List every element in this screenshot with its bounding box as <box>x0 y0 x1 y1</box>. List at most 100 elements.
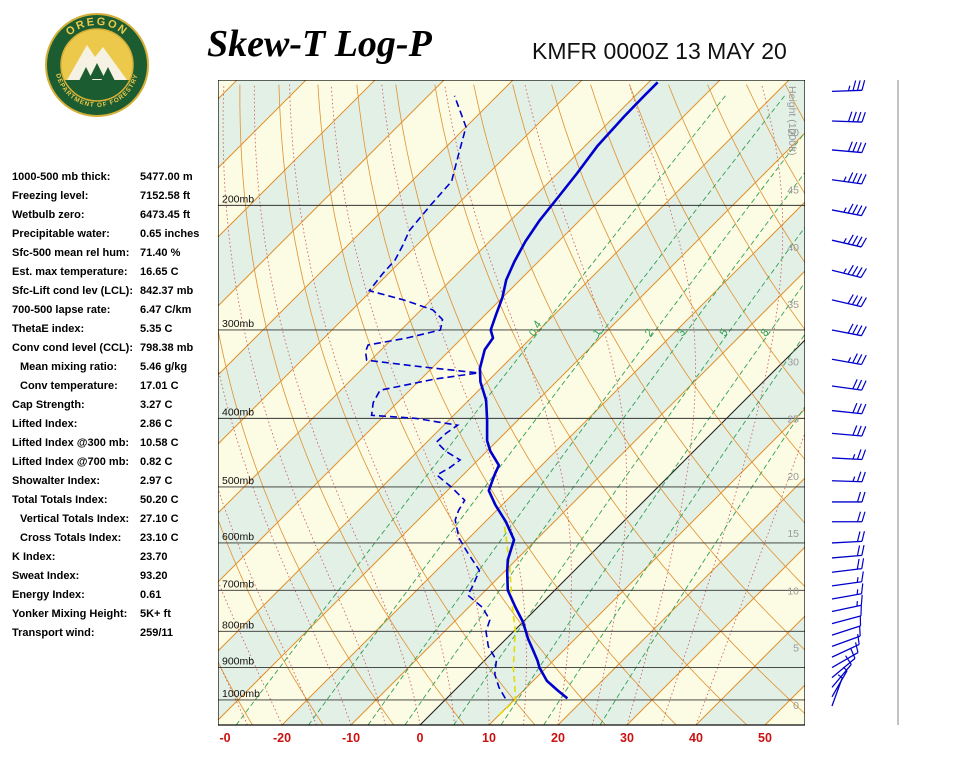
wind-barb <box>831 544 865 559</box>
wind-barb <box>831 655 852 688</box>
index-row: Cross Totals Index: 23.10 C <box>12 528 214 547</box>
wind-barb <box>831 379 867 391</box>
index-label: 1000-500 mb thick: <box>12 170 111 183</box>
index-row: Total Totals Index: 50.20 C <box>12 490 214 509</box>
wind-barb <box>831 172 867 185</box>
index-label: Mean mixing ratio: <box>20 360 118 373</box>
height-tick-label: 20 <box>787 471 799 483</box>
odf-logo: OREGON DEPARTMENT OF FORESTRY <box>45 13 149 117</box>
wind-barb <box>831 402 867 415</box>
index-row: Conv temperature: 17.01 C <box>12 376 214 395</box>
index-label: Yonker Mixing Height: <box>12 607 128 620</box>
index-label: Sfc-500 mean rel hum: <box>12 246 130 259</box>
wind-barb <box>831 674 843 707</box>
temp-axis-label: -0 <box>219 731 230 745</box>
height-tick-label: 30 <box>787 356 799 368</box>
pressure-label: 800mb <box>222 619 254 631</box>
wind-barb <box>831 353 867 366</box>
index-label: Showalter Index: <box>12 474 101 487</box>
indices-panel: 1000-500 mb thick: 5477.00 m Freezing leve… <box>12 167 214 642</box>
mixing-ratio-label: 2 <box>642 327 656 339</box>
index-value: 5.46 g/kg <box>140 360 188 373</box>
index-row: Sweat Index: 93.20 <box>12 566 214 585</box>
pressure-label: 200mb <box>222 193 254 205</box>
temp-axis-label: 40 <box>689 731 703 745</box>
temp-axis-label: 50 <box>758 731 772 745</box>
pressure-label: 600mb <box>222 531 254 543</box>
height-axis-title: Height (1000ft) <box>786 86 798 155</box>
index-row: Sfc-500 mean rel hum: 71.40 % <box>12 243 214 262</box>
index-value: 842.37 mb <box>140 284 194 297</box>
wind-barb <box>831 625 861 647</box>
wind-barb <box>832 491 866 503</box>
index-label: Lifted Index: <box>12 417 78 430</box>
pressure-label: 900mb <box>222 656 254 668</box>
wind-barb <box>831 471 866 483</box>
index-value: 93.20 <box>140 569 168 582</box>
index-value: 10.58 C <box>140 436 179 449</box>
index-value: 2.86 C <box>140 417 173 430</box>
temp-axis-label: 10 <box>482 731 496 745</box>
skewt-chart: 0.4 1 2 3 5 8200mb300mb400mb500mb600mb700mb80… <box>218 80 805 745</box>
wind-barb-column <box>831 80 899 725</box>
temperature-trace <box>478 81 659 700</box>
index-value: 0.82 C <box>140 455 173 468</box>
chart-border <box>218 80 805 726</box>
temp-axis-label: 0 <box>417 731 424 745</box>
index-value: 50.20 C <box>140 493 179 506</box>
pressure-label: 500mb <box>222 475 254 487</box>
mountain-graphic <box>67 45 127 80</box>
index-label: 700-500 lapse rate: <box>12 303 111 316</box>
index-value: 23.10 C <box>140 531 179 544</box>
temp-axis-label: -10 <box>342 731 360 745</box>
index-value: 6473.45 ft <box>140 208 191 221</box>
logo-ring-border <box>45 13 149 117</box>
index-value: 798.38 mb <box>140 341 194 354</box>
wind-barb <box>832 511 866 523</box>
index-label: Conv cond level (CCL): <box>12 341 134 354</box>
wind-barb <box>831 425 867 437</box>
temp-axis-label: 20 <box>551 731 565 745</box>
index-value: 6.47 C/km <box>140 303 192 316</box>
wind-barb <box>831 571 864 587</box>
wind-barb <box>831 531 866 544</box>
wind-barb <box>831 449 867 461</box>
index-label: Sweat Index: <box>12 569 80 582</box>
index-label: K Index: <box>12 550 56 563</box>
index-label: Sfc-Lift cond lev (LCL): <box>12 284 133 297</box>
index-row: Precipitable water: 0.65 inches <box>12 224 214 243</box>
temp-axis-label: -20 <box>273 731 291 745</box>
index-label: Cross Totals Index: <box>20 531 122 544</box>
index-row: Mean mixing ratio: 5.46 g/kg <box>12 357 214 376</box>
height-tick-label: 25 <box>787 414 799 426</box>
wind-barb <box>831 583 864 600</box>
index-row: Transport wind: 259/11 <box>12 623 214 642</box>
index-row: Vertical Totals Index: 27.10 C <box>12 509 214 528</box>
index-value: 5K+ ft <box>140 607 171 620</box>
index-row: Showalter Index: 2.97 C <box>12 471 214 490</box>
wind-barb <box>831 141 867 154</box>
wind-barb <box>831 294 867 308</box>
index-value: 27.10 C <box>140 512 179 525</box>
index-label: Lifted Index @300 mb: <box>12 436 130 449</box>
tree-icon <box>89 63 105 79</box>
index-row: K Index: 23.70 <box>12 547 214 566</box>
dewpoint-trace <box>364 95 506 699</box>
index-value: 259/11 <box>140 626 174 639</box>
index-label: Vertical Totals Index: <box>20 512 130 525</box>
page-title: Skew-T Log-P <box>207 23 432 65</box>
tree-icon <box>79 67 93 81</box>
index-row: Wetbulb zero: 6473.45 ft <box>12 205 214 224</box>
index-row: Lifted Index: 2.86 C <box>12 414 214 433</box>
index-value: 23.70 <box>140 550 168 563</box>
index-row: Energy Index: 0.61 <box>12 585 214 604</box>
index-label: Total Totals Index: <box>12 493 108 506</box>
index-value: 71.40 % <box>140 246 181 259</box>
height-tick-label: 0 <box>793 700 799 712</box>
station-datetime: KMFR 0000Z 13 MAY 20 <box>532 38 787 64</box>
index-label: ThetaE index: <box>12 322 85 335</box>
index-row: Est. max temperature: 16.65 C <box>12 262 214 281</box>
index-value: 3.27 C <box>140 398 173 411</box>
mixing-ratio-label: 1 <box>590 327 603 338</box>
